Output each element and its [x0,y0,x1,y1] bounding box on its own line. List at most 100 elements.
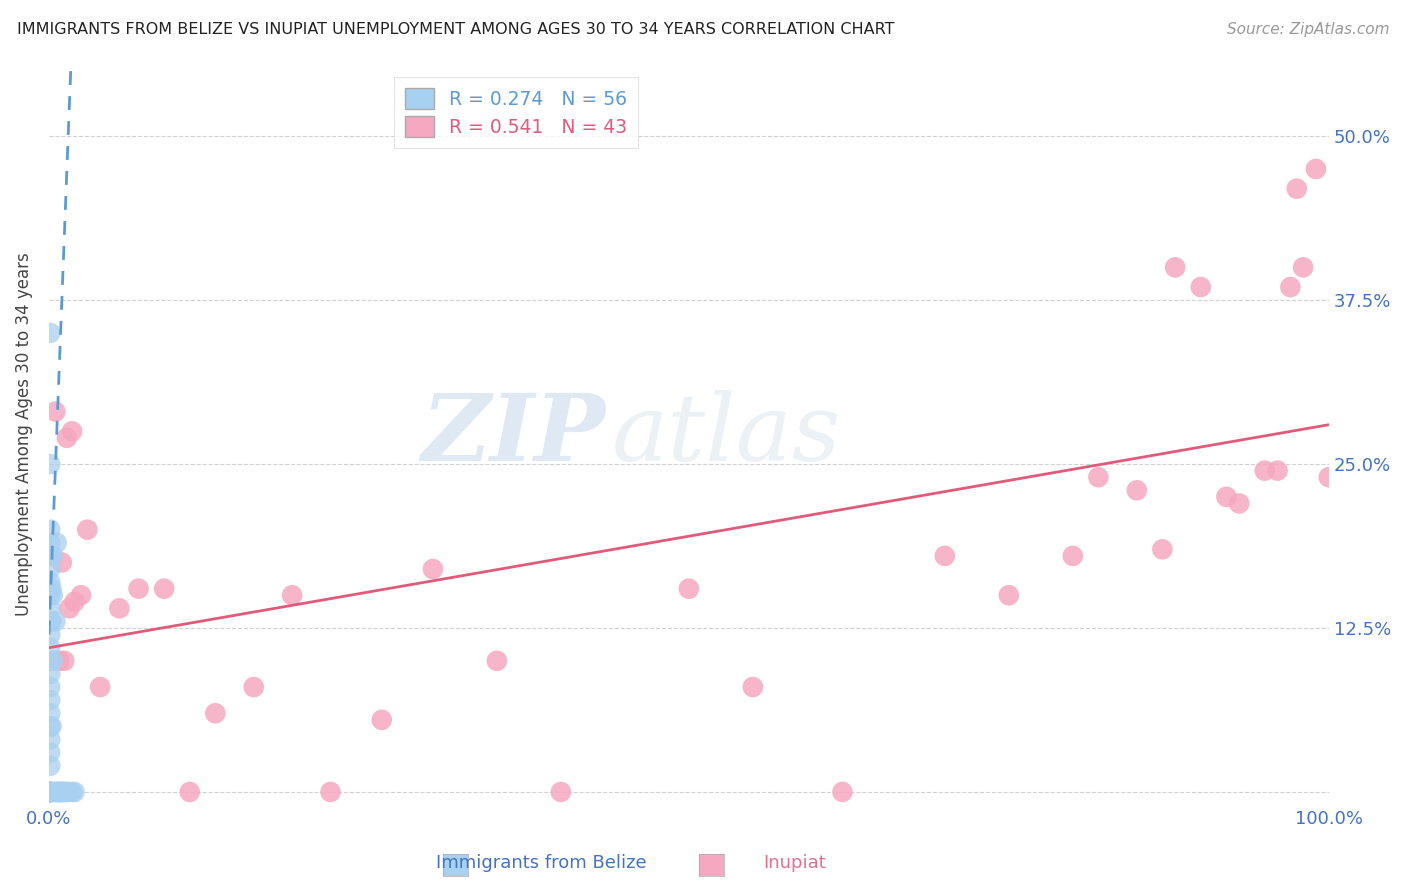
Text: ZIP: ZIP [422,390,606,480]
Point [60,785,83,799]
Point [39,785,62,799]
Point [89,680,111,694]
Point [1126,483,1149,498]
Point [39,575,62,590]
Point [39,785,62,799]
Point [1152,542,1174,557]
Point [70,588,93,602]
Point [550,785,572,799]
Point [39,785,62,799]
Point [51,785,73,799]
Point [39,785,62,799]
Point [53,654,76,668]
Point [51,556,73,570]
Point [39,785,62,799]
Point [1215,490,1237,504]
Point [39,719,62,733]
Point [39,785,62,799]
Point [52,785,75,799]
Point [39,758,62,772]
Point [39,601,62,615]
Point [39,535,62,549]
Point [39,732,62,747]
Point [39,693,62,707]
Point [678,582,700,596]
Text: Immigrants from Belize: Immigrants from Belize [436,855,647,872]
Point [53,785,76,799]
Point [39,640,62,655]
Point [1087,470,1109,484]
Point [41,582,63,596]
Point [39,785,62,799]
Point [281,588,304,602]
Point [128,582,150,596]
Point [39,706,62,721]
Point [204,706,226,721]
Point [39,549,62,563]
Text: Source: ZipAtlas.com: Source: ZipAtlas.com [1226,22,1389,37]
Point [1164,260,1187,275]
Point [56,431,79,445]
Point [741,680,763,694]
Point [76,523,98,537]
Text: atlas: atlas [612,390,842,480]
Y-axis label: Unemployment Among Ages 30 to 34 years: Unemployment Among Ages 30 to 34 years [15,252,32,616]
Point [39,326,62,340]
Point [319,785,342,799]
Point [242,680,264,694]
Point [1285,181,1308,195]
Point [42,588,65,602]
Point [56,785,79,799]
Point [39,785,62,799]
Point [1227,496,1250,510]
Point [63,595,86,609]
Point [39,785,62,799]
Point [39,785,62,799]
Point [1279,280,1302,294]
Point [58,601,80,615]
Point [42,654,65,668]
Point [39,785,62,799]
Point [41,615,63,629]
Point [153,582,176,596]
Point [1254,464,1277,478]
Point [370,713,392,727]
Point [63,785,86,799]
Point [39,680,62,694]
Point [39,615,62,629]
Point [934,549,956,563]
Point [39,654,62,668]
Point [48,654,70,668]
Point [831,785,853,799]
Point [46,785,69,799]
Point [60,425,83,439]
Point [48,785,70,799]
Point [1292,260,1315,275]
Legend: R = 0.274   N = 56, R = 0.541   N = 43: R = 0.274 N = 56, R = 0.541 N = 43 [394,77,638,148]
Point [998,588,1021,602]
Point [422,562,444,576]
Point [179,785,201,799]
Point [108,601,131,615]
Point [39,588,62,602]
Point [1267,464,1289,478]
Point [39,785,62,799]
Point [1317,470,1340,484]
Text: IMMIGRANTS FROM BELIZE VS INUPIAT UNEMPLOYMENT AMONG AGES 30 TO 34 YEARS CORRELA: IMMIGRANTS FROM BELIZE VS INUPIAT UNEMPL… [17,22,894,37]
Point [55,785,77,799]
Point [44,404,66,418]
Point [1062,549,1084,563]
Point [49,785,72,799]
Point [1305,161,1327,176]
Text: Inupiat: Inupiat [763,855,825,872]
Point [42,549,65,563]
Point [42,785,65,799]
Point [39,562,62,576]
Point [39,785,62,799]
Point [48,785,70,799]
Point [46,785,69,799]
Point [45,535,67,549]
Point [39,457,62,471]
Point [39,746,62,760]
Point [41,719,63,733]
